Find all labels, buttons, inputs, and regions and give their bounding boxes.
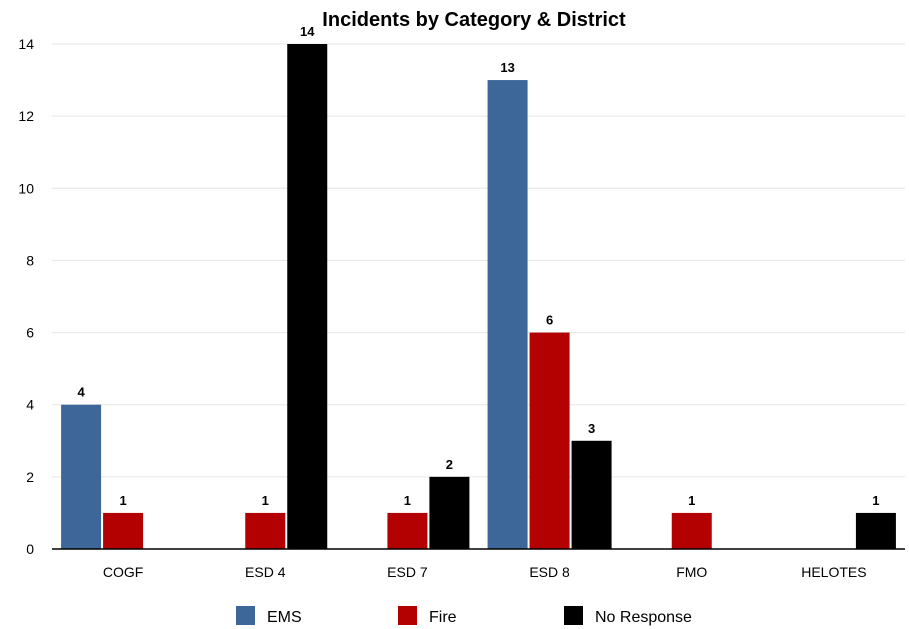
bar-fmo-fire [671,512,712,549]
y-axis-ticks: 0 2 4 6 8 10 12 14 [18,36,34,557]
y-tick-label: 12 [18,108,34,124]
data-label: 1 [119,493,126,508]
legend-swatch [236,606,255,625]
y-tick-label: 4 [26,397,34,413]
bar-esd-4-fire [245,512,286,549]
y-tick-label: 8 [26,252,34,268]
x-tick-label: ESD 7 [387,564,428,580]
bar-esd-8-fire [529,332,570,549]
x-tick-label: FMO [676,564,707,580]
x-tick-label: ESD 8 [529,564,570,580]
legend-label: Fire [429,609,457,626]
data-label: 1 [262,493,269,508]
y-tick-label: 14 [18,36,34,52]
bar-esd-8-ems [487,80,528,550]
x-tick-label: ESD 4 [245,564,286,580]
bar-helotes-no-response [855,512,896,549]
legend-swatch [564,606,583,625]
data-label: 3 [588,421,595,436]
bar-esd-8-no-response [571,440,612,549]
y-tick-label: 6 [26,325,34,341]
bar-cogf-ems [61,404,102,549]
chart-title: Incidents by Category & District [322,9,626,31]
bar-esd-7-no-response [429,476,470,549]
data-label: 4 [77,385,85,400]
bar-cogf-fire [103,512,144,549]
data-label: 1 [872,493,879,508]
data-label: 6 [546,313,553,328]
data-label: 1 [404,493,411,508]
legend-swatch [398,606,417,625]
legend-label: No Response [595,609,692,626]
data-labels: 4 1 1 14 1 2 13 6 3 1 1 [77,24,879,508]
y-tick-label: 2 [26,469,34,485]
y-tick-label: 0 [26,541,34,557]
x-axis-ticks: COGF ESD 4 ESD 7 ESD 8 FMO HELOTES [103,564,867,580]
legend: EMS Fire No Response [236,606,692,626]
data-label: 2 [446,457,453,472]
x-tick-label: HELOTES [801,564,866,580]
data-label: 13 [500,60,514,75]
data-label: 1 [688,493,695,508]
y-tick-label: 10 [18,180,34,196]
data-label: 14 [300,24,315,39]
legend-label: EMS [267,609,302,626]
bar-esd-7-fire [387,512,428,549]
gridlines [52,43,905,478]
bar-esd-4-no-response [287,44,328,549]
x-tick-label: COGF [103,564,143,580]
bars [61,44,896,550]
